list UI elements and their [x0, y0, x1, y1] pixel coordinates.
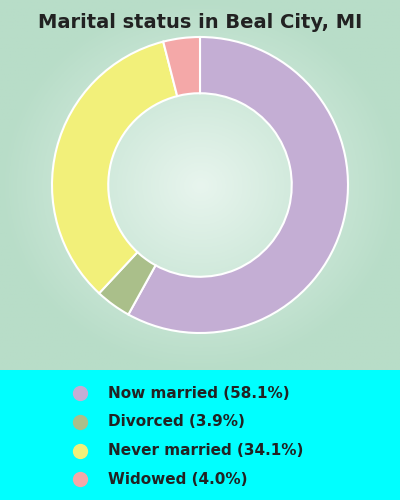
- Point: [77, 475, 83, 483]
- Text: Never married (34.1%): Never married (34.1%): [108, 443, 303, 458]
- Text: Widowed (4.0%): Widowed (4.0%): [108, 472, 248, 486]
- Text: Now married (58.1%): Now married (58.1%): [108, 386, 290, 401]
- Text: Marital status in Beal City, MI: Marital status in Beal City, MI: [38, 12, 362, 32]
- Wedge shape: [163, 37, 200, 96]
- Point: [77, 418, 83, 426]
- Text: Divorced (3.9%): Divorced (3.9%): [108, 414, 245, 430]
- Wedge shape: [99, 252, 156, 314]
- Wedge shape: [52, 42, 177, 294]
- Point: [77, 446, 83, 454]
- Wedge shape: [128, 37, 348, 333]
- Point: [77, 390, 83, 398]
